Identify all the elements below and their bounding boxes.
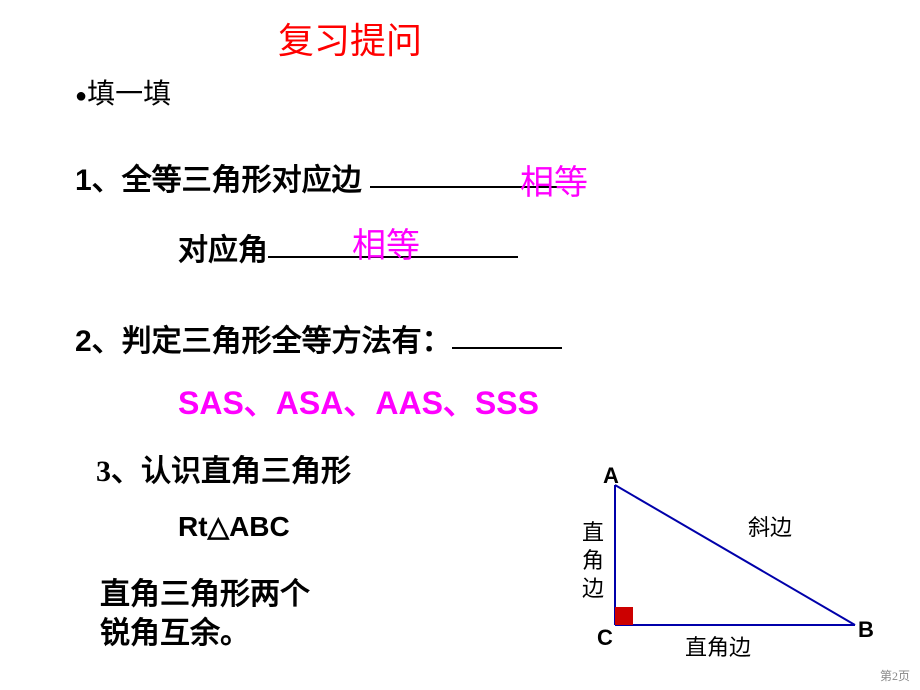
triangle-hypotenuse xyxy=(615,485,855,625)
q1-line2-answer: 相等 xyxy=(352,218,420,267)
leg-h-label: 直角边 xyxy=(685,635,751,660)
vertex-a-label: A xyxy=(603,465,619,488)
vertex-b-label: B xyxy=(858,617,874,642)
q1-prefix: 1、全等三角形对应边 xyxy=(75,164,362,197)
q1-line2-prefix: 对应角 xyxy=(178,234,268,267)
question-1-line2: 对应角 xyxy=(178,225,518,269)
bullet-heading: ●填一填 xyxy=(75,72,171,112)
page-number: 第2页 xyxy=(880,667,910,684)
bullet-icon: ● xyxy=(75,85,87,107)
vertex-c-label: C xyxy=(597,625,613,650)
bullet-text: 填一填 xyxy=(87,79,171,110)
slide-title: 复习提问 xyxy=(278,12,422,64)
leg-v-label-3: 边 xyxy=(582,576,604,601)
q2-prefix: 2、判定三角形全等方法有： xyxy=(75,325,452,358)
q1-answer: 相等 xyxy=(520,155,588,204)
right-angle-icon xyxy=(615,607,633,625)
leg-v-label-1: 直 xyxy=(582,520,604,545)
hypotenuse-label: 斜边 xyxy=(748,515,792,540)
question-2: 2、判定三角形全等方法有： xyxy=(75,316,562,360)
q2-blank xyxy=(452,347,562,349)
question-1-line1: 1、全等三角形对应边 xyxy=(75,155,560,199)
right-triangle-note: 直角三角形两个锐角互余。 xyxy=(100,575,310,653)
question-3: 3、认识直角三角形 xyxy=(96,446,351,490)
rt-triangle-label: Rt△ABC xyxy=(178,510,290,543)
leg-v-label-2: 角 xyxy=(582,548,604,573)
triangle-svg: A B C 斜边 直 角 边 直角边 xyxy=(570,465,880,665)
q2-answer: SAS、ASA、AAS、SSS xyxy=(178,378,539,424)
triangle-diagram: A B C 斜边 直 角 边 直角边 xyxy=(570,465,880,665)
